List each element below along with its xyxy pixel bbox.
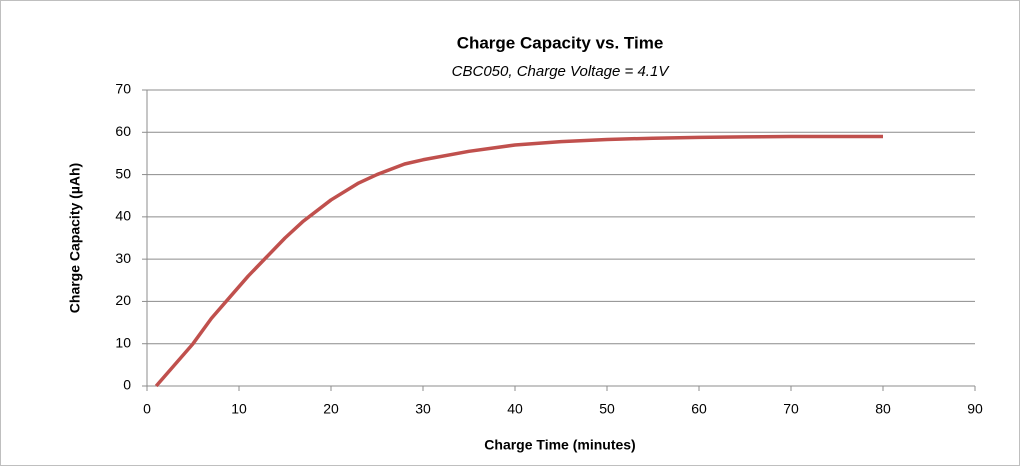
y-axis-label: Charge Capacity (µAh): [67, 163, 83, 313]
y-tick-label: 40: [115, 208, 131, 224]
line-series: [154, 134, 883, 388]
y-tick-label: 60: [115, 123, 131, 139]
x-tick-label: 0: [143, 401, 151, 417]
y-tick-label: 70: [115, 81, 131, 97]
y-tick-label: 50: [115, 165, 131, 181]
x-tick-label: 70: [783, 401, 799, 417]
y-tick-label: 20: [115, 292, 131, 308]
x-tick-label: 90: [967, 401, 983, 417]
y-tick-label: 0: [123, 377, 131, 393]
chart-title: Charge Capacity vs. Time: [457, 33, 664, 52]
y-tick-label: 30: [115, 250, 131, 266]
x-tick-label: 60: [691, 401, 707, 417]
chart-subtitle: CBC050, Charge Voltage = 4.1V: [452, 63, 671, 80]
x-axis-label: Charge Time (minutes): [484, 437, 635, 453]
x-tick-label: 50: [599, 401, 615, 417]
x-tick-label: 30: [415, 401, 431, 417]
y-tick-label: 10: [115, 334, 131, 350]
x-tick-label: 40: [507, 401, 523, 417]
x-tick-label: 20: [323, 401, 339, 417]
x-tick-label: 80: [875, 401, 891, 417]
x-tick-label: 10: [231, 401, 247, 417]
